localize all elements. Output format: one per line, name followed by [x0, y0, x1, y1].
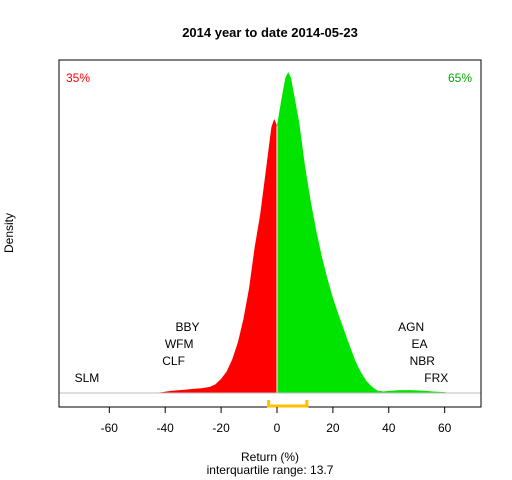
- ticker-label: WFM: [165, 337, 194, 351]
- y-axis-label: Density: [2, 213, 16, 253]
- iqr-caption: interquartile range: 13.7: [207, 463, 334, 477]
- x-tick-label: 60: [438, 421, 452, 435]
- chart-title: 2014 year to date 2014-05-23: [182, 25, 358, 40]
- ticker-label: EA: [412, 337, 428, 351]
- x-tick-label: 40: [382, 421, 396, 435]
- iqr-bracket-line: [267, 400, 309, 408]
- density-area: [59, 72, 481, 394]
- ticker-label: BBY: [176, 320, 200, 334]
- x-tick-label: -60: [101, 421, 119, 435]
- x-axis: -60 -40 -20 0 20 40 60: [101, 407, 452, 435]
- ticker-annotations: SLM CLF WFM BBY FRX NBR EA AGN: [75, 320, 449, 385]
- ticker-label: SLM: [75, 371, 100, 385]
- ticker-label: FRX: [424, 371, 448, 385]
- x-tick-label: -40: [157, 421, 175, 435]
- x-axis-label: Return (%): [241, 450, 299, 464]
- ticker-label: NBR: [410, 354, 436, 368]
- iqr-bracket: [267, 400, 309, 408]
- pct-positive-label: 65%: [448, 71, 472, 85]
- x-tick-label: -20: [212, 421, 230, 435]
- positive-return-area: [276, 72, 451, 393]
- x-tick-label: 20: [326, 421, 340, 435]
- negative-return-area: [78, 118, 277, 393]
- ticker-label: CLF: [162, 354, 185, 368]
- pct-negative-label: 35%: [66, 71, 90, 85]
- x-tick-label: 0: [274, 421, 281, 435]
- ticker-label: AGN: [398, 320, 424, 334]
